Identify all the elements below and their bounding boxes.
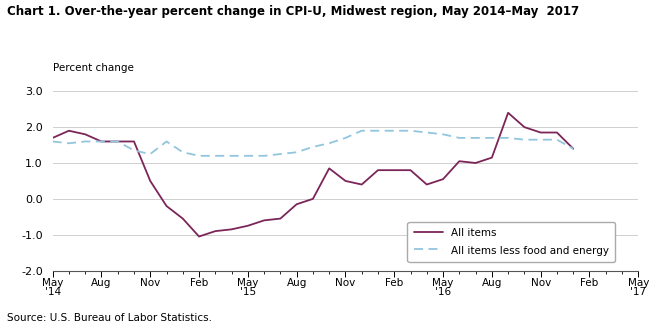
All items — [439, 177, 447, 181]
All items — [553, 130, 561, 134]
All items less food and energy — [146, 152, 154, 156]
All items — [390, 168, 398, 172]
All items less food and energy — [163, 140, 170, 143]
All items — [407, 168, 415, 172]
All items — [146, 179, 154, 183]
All items — [488, 156, 496, 159]
All items less food and energy — [228, 154, 236, 158]
All items — [114, 140, 122, 143]
All items less food and energy — [520, 138, 528, 141]
All items less food and energy — [504, 136, 512, 140]
Line: All items less food and energy: All items less food and energy — [53, 131, 573, 156]
All items — [195, 235, 203, 239]
All items less food and energy — [130, 148, 138, 152]
All items — [309, 197, 317, 201]
All items less food and energy — [97, 140, 105, 143]
All items less food and energy — [309, 145, 317, 149]
Text: Percent change: Percent change — [53, 63, 134, 73]
All items — [520, 125, 528, 129]
All items — [504, 111, 512, 115]
All items less food and energy — [114, 140, 122, 143]
All items — [179, 216, 187, 220]
All items — [472, 161, 480, 165]
All items less food and energy — [439, 132, 447, 136]
Text: Source: U.S. Bureau of Labor Statistics.: Source: U.S. Bureau of Labor Statistics. — [7, 313, 212, 323]
All items less food and energy — [553, 138, 561, 141]
All items — [65, 129, 73, 133]
All items — [325, 166, 333, 170]
All items less food and energy — [65, 141, 73, 145]
All items — [130, 140, 138, 143]
Legend: All items, All items less food and energy: All items, All items less food and energ… — [407, 222, 615, 262]
All items — [455, 159, 463, 163]
All items less food and energy — [195, 154, 203, 158]
All items less food and energy — [358, 129, 366, 133]
All items less food and energy — [179, 150, 187, 154]
All items — [423, 183, 431, 186]
All items less food and energy — [423, 130, 431, 134]
All items less food and energy — [537, 138, 545, 141]
All items less food and energy — [342, 136, 349, 140]
All items — [211, 229, 219, 233]
All items less food and energy — [455, 136, 463, 140]
All items — [228, 228, 236, 231]
All items — [97, 140, 105, 143]
All items less food and energy — [211, 154, 219, 158]
All items less food and energy — [488, 136, 496, 140]
All items — [81, 132, 89, 136]
All items less food and energy — [407, 129, 415, 133]
Line: All items: All items — [53, 113, 573, 237]
All items — [537, 130, 545, 134]
All items less food and energy — [569, 147, 577, 151]
All items less food and energy — [374, 129, 382, 133]
All items less food and energy — [472, 136, 480, 140]
All items less food and energy — [276, 152, 284, 156]
All items — [49, 136, 57, 140]
All items — [569, 147, 577, 151]
All items less food and energy — [81, 140, 89, 143]
All items — [293, 202, 301, 206]
All items less food and energy — [244, 154, 252, 158]
All items — [244, 224, 252, 228]
All items — [374, 168, 382, 172]
All items less food and energy — [49, 140, 57, 143]
All items less food and energy — [325, 141, 333, 145]
All items — [276, 216, 284, 220]
All items — [260, 218, 268, 222]
All items — [163, 204, 170, 208]
Text: Chart 1. Over-the-year percent change in CPI-U, Midwest region, May 2014–May  20: Chart 1. Over-the-year percent change in… — [7, 5, 578, 18]
All items less food and energy — [390, 129, 398, 133]
All items less food and energy — [293, 150, 301, 154]
All items — [358, 183, 366, 186]
All items — [342, 179, 349, 183]
All items less food and energy — [260, 154, 268, 158]
